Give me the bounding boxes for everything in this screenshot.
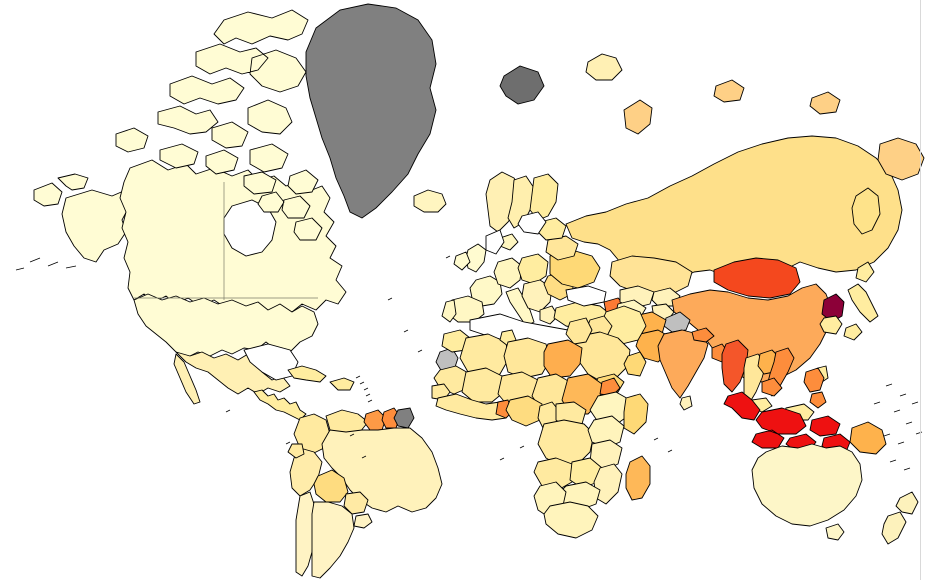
country-portugal[interactable] [441,299,457,323]
country-angola[interactable] [533,457,573,491]
country-ecuador[interactable] [287,443,305,459]
lesser-antilles [355,375,373,403]
country-france[interactable] [469,275,503,307]
country-papua-new-guinea[interactable] [849,421,887,455]
country-greenland-nodata[interactable] [305,3,437,219]
country-new-zealand[interactable] [881,491,919,545]
country-ukraine[interactable] [549,249,601,289]
country-paraguay[interactable] [343,491,369,515]
country-dr-congo[interactable] [537,419,595,467]
country-argentina[interactable] [311,501,355,579]
country-ireland[interactable] [453,251,471,271]
country-belarus[interactable] [545,235,579,261]
country-madagascar[interactable] [625,455,651,501]
country-north-korea[interactable] [821,293,845,323]
country-balkans[interactable] [521,279,553,313]
country-cambodia[interactable] [761,377,783,397]
country-tasmania[interactable] [825,523,845,541]
country-iceland[interactable] [413,189,447,213]
country-south-korea[interactable] [819,315,843,335]
country-nigeria[interactable] [505,395,543,427]
country-uruguay[interactable] [353,513,373,529]
north-sea [485,229,505,255]
country-nepal[interactable] [691,327,715,343]
country-libya[interactable] [503,337,551,379]
country-south-africa[interactable] [543,501,599,539]
region-caribbean-cuba[interactable] [287,365,327,383]
franz-josef-land[interactable] [585,53,623,81]
russia-chukotka[interactable] [877,137,925,181]
new-siberian-islands[interactable] [809,91,841,115]
russia-kamchatka[interactable] [851,187,881,235]
severnaya-zemlya[interactable] [713,79,745,103]
country-australia[interactable] [751,443,863,527]
svalbard-islands[interactable] [499,65,545,105]
country-sri-lanka[interactable] [679,395,693,411]
region-central-america[interactable] [253,389,307,421]
levant-syria-jordan-israel[interactable] [565,317,593,345]
country-ethiopia[interactable] [589,391,631,427]
canadian-arctic-islands[interactable] [115,9,323,241]
country-bolivia[interactable] [313,469,349,503]
aleutian-islands [15,257,77,271]
country-finland[interactable] [529,173,559,221]
country-oman[interactable] [623,351,647,377]
country-myanmar[interactable] [721,339,749,393]
country-japan[interactable] [843,261,879,341]
country-algeria[interactable] [459,333,509,379]
country-italy[interactable] [505,287,535,327]
novaya-zemlya[interactable] [623,99,653,135]
country-mali[interactable] [461,367,505,403]
country-somalia[interactable] [623,393,649,435]
country-alaska[interactable] [33,173,131,263]
black-sea [565,285,607,307]
baltic-sea [517,211,547,235]
country-mongolia[interactable] [713,257,801,299]
country-philippines[interactable] [803,367,827,409]
country-germany[interactable] [493,257,523,289]
country-mozambique[interactable] [593,463,623,505]
region-caribbean-hispaniola[interactable] [329,377,355,391]
pacific-islands [873,383,923,471]
country-egypt[interactable] [543,339,583,379]
atlantic-island-specks [225,255,673,461]
baja-california[interactable] [173,353,201,405]
country-kazakhstan[interactable] [609,255,693,297]
country-mexico[interactable] [175,351,291,395]
country-greece[interactable] [539,305,559,325]
us-canada-internal-borders [134,182,318,300]
